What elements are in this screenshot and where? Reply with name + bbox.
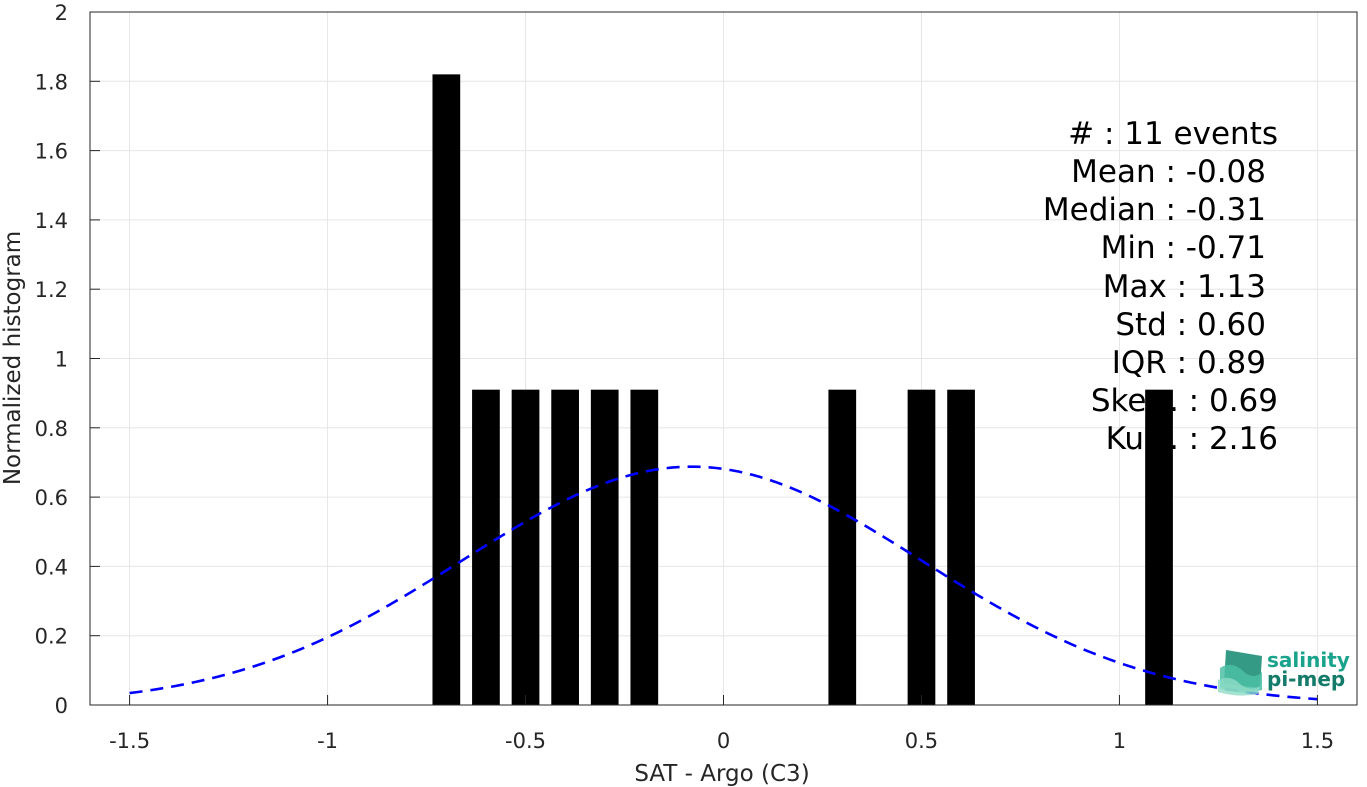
histogram-bar xyxy=(432,74,461,706)
axis-ticks xyxy=(90,11,1318,706)
histogram-bars xyxy=(432,74,1173,706)
x-tick-label: 0.5 xyxy=(905,729,938,753)
stat-mean: Mean : -0.08 xyxy=(1071,154,1266,190)
x-tick-label: 0 xyxy=(717,729,730,753)
stat-skewness: Skew. : 0.69 xyxy=(1091,383,1278,419)
y-tick-label: 1.2 xyxy=(35,278,68,302)
stat-max: Max : 1.13 xyxy=(1103,269,1266,305)
y-tick-label: 1.8 xyxy=(35,70,68,94)
y-tick-label: 0.2 xyxy=(35,625,68,649)
logo-emblem-icon xyxy=(1218,650,1262,696)
y-tick-label: 0.4 xyxy=(35,555,68,579)
stat-std: Std : 0.60 xyxy=(1115,307,1266,343)
y-tick-label: 1.6 xyxy=(35,140,68,164)
histogram-bar xyxy=(947,389,975,705)
histogram-bar xyxy=(907,389,936,705)
y-tick-label: 2 xyxy=(55,1,68,25)
histogram-bar xyxy=(472,389,500,705)
x-tick-labels: -1.5 -1 -0.5 0 0.5 1 1.5 xyxy=(109,729,1334,753)
histogram-bar xyxy=(1145,389,1173,705)
stat-median: Median : -0.31 xyxy=(1043,192,1266,228)
stats-box: # : 11 events Mean : -0.08 Median : -0.3… xyxy=(1043,116,1278,457)
histogram-bar xyxy=(590,389,619,705)
x-tick-label: -1 xyxy=(317,729,338,753)
histogram-bar xyxy=(630,389,659,705)
histogram-bar xyxy=(511,389,540,705)
x-tick-label: -1.5 xyxy=(109,729,150,753)
y-tick-label: 0.6 xyxy=(35,486,68,510)
y-tick-label: 1 xyxy=(55,348,68,372)
y-tick-labels: 0 0.2 0.4 0.6 0.8 1 1.2 1.4 1.6 1.8 2 xyxy=(35,1,68,718)
y-tick-label: 0.8 xyxy=(35,417,68,441)
y-tick-label: 1.4 xyxy=(35,209,68,233)
y-tick-label: 0 xyxy=(55,694,68,718)
histogram-bar xyxy=(828,389,857,705)
stat-min: Min : -0.71 xyxy=(1101,230,1266,266)
stat-count: # : 11 events xyxy=(1068,116,1278,152)
y-axis-label: Normalized histogram xyxy=(0,231,26,485)
histogram-bar xyxy=(551,389,579,705)
x-axis-label: SAT - Argo (C3) xyxy=(634,761,809,787)
x-tick-label: 1.5 xyxy=(1301,729,1334,753)
x-tick-label: -0.5 xyxy=(505,729,546,753)
logo-line-1: salinity xyxy=(1267,648,1350,672)
logo-line-2: pi-mep xyxy=(1267,667,1345,691)
x-tick-label: 1 xyxy=(1113,729,1126,753)
stat-iqr: IQR : 0.89 xyxy=(1112,345,1266,381)
stat-kurtosis: Kurt. : 2.16 xyxy=(1106,421,1278,457)
salinity-pimep-logo: salinity pi-mep xyxy=(1218,648,1350,696)
